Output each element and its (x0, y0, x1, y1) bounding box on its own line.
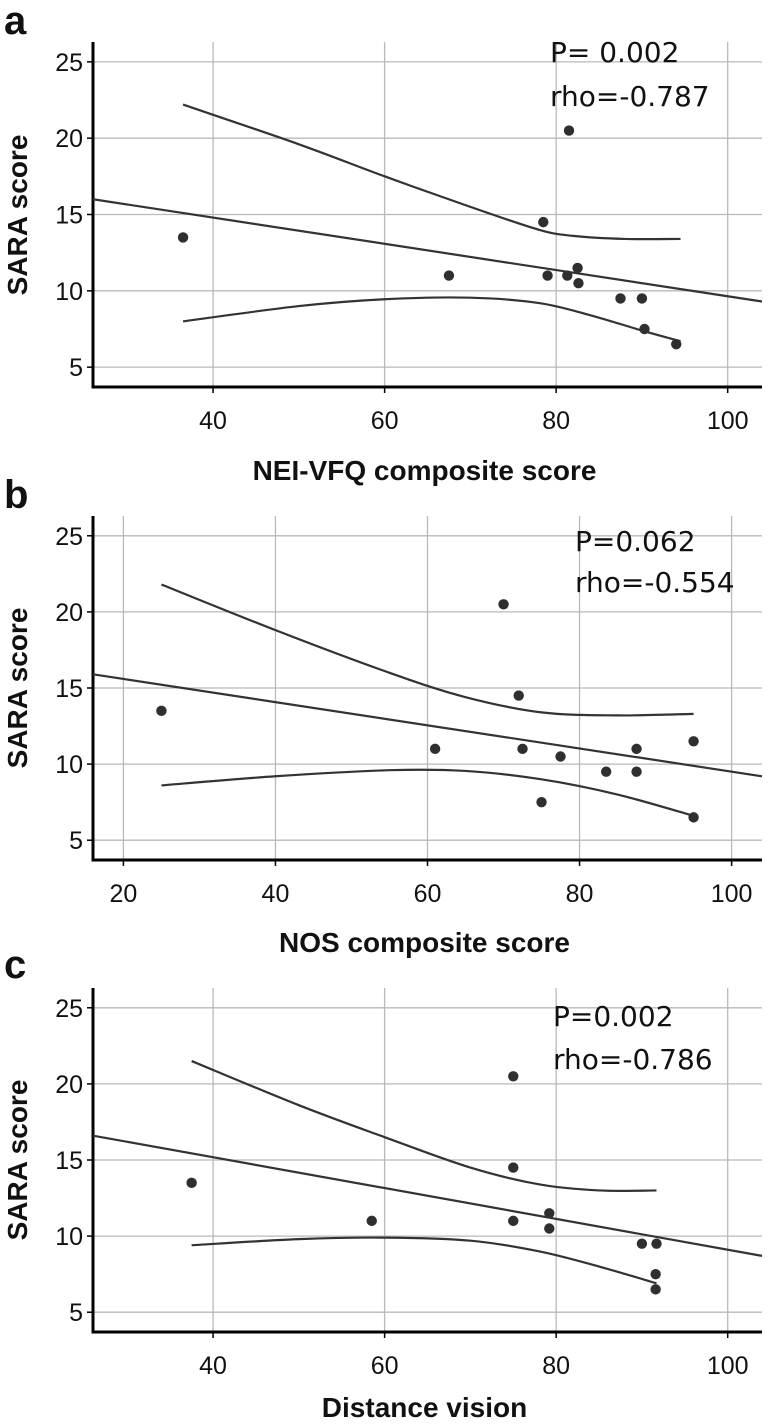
x-axis-label: NOS composite score (279, 927, 570, 958)
y-tick-label: 10 (55, 1223, 83, 1251)
x-tick-label: 100 (711, 880, 753, 908)
x-tick-label: 60 (371, 1352, 399, 1380)
rho-annotation: rho=-0.787 (550, 80, 710, 113)
data-point (636, 293, 648, 304)
panel-b: 5 10 15 20 25 20 40 60 80 100 b SARA score NOS compo… (2, 473, 763, 958)
x-tick-label: 80 (542, 407, 570, 435)
data-point (600, 766, 612, 777)
data-point (443, 270, 455, 281)
y-tick-label: 25 (55, 523, 83, 551)
panel-letter: c (4, 943, 26, 987)
p-value-annotation: P=0.062 (575, 525, 696, 558)
y-tick-label: 25 (55, 49, 83, 77)
y-axis-label: SARA score (2, 1080, 33, 1241)
data-point (538, 216, 549, 228)
data-point (536, 796, 547, 808)
ci-lower-line (161, 768, 694, 817)
x-axis-label: Distance vision (322, 1392, 527, 1423)
data-point (186, 1177, 197, 1189)
data-point (517, 743, 528, 755)
data-point (573, 277, 584, 289)
data-point (671, 339, 682, 350)
data-point (650, 1268, 661, 1280)
x-tick-label: 20 (110, 880, 138, 908)
ci-lower-line (182, 296, 681, 343)
y-tick-label: 20 (55, 125, 83, 153)
x-tick-label: 40 (199, 1352, 227, 1380)
data-point (366, 1215, 377, 1227)
ci-upper-line (182, 103, 681, 241)
data-point (542, 270, 553, 281)
panel-a: 5 10 15 20 25 40 60 80 100 a SARA score NEI-VFQ com… (2, 0, 763, 486)
y-tick-label: 10 (55, 278, 83, 306)
x-tick-label: 80 (566, 880, 594, 908)
y-tick-label: 20 (55, 1071, 83, 1099)
data-point (498, 599, 509, 610)
y-axis-label: SARA score (2, 135, 33, 296)
y-tick-label: 5 (69, 1299, 83, 1327)
data-point (513, 690, 524, 701)
data-point (508, 1071, 519, 1082)
x-tick-label: 80 (542, 1352, 570, 1380)
x-tick-label: 40 (262, 880, 290, 908)
data-point (650, 1284, 661, 1295)
x-tick-label: 100 (707, 407, 749, 435)
y-tick-label: 10 (55, 751, 83, 779)
data-point (688, 736, 699, 747)
x-tick-label: 100 (707, 1352, 749, 1380)
regression-line (92, 673, 763, 778)
data-point (562, 270, 573, 281)
data-point (508, 1215, 519, 1227)
y-tick-label: 20 (55, 599, 83, 627)
data-point (688, 812, 699, 823)
x-tick-label: 60 (371, 407, 399, 435)
data-point (544, 1223, 555, 1234)
p-value-annotation: P=0.002 (553, 1000, 674, 1033)
data-point (572, 262, 583, 274)
data-point (615, 293, 626, 304)
data-point (555, 751, 566, 762)
rho-annotation: rho=-0.554 (575, 566, 735, 599)
y-tick-label: 15 (55, 202, 83, 230)
data-point (636, 1238, 648, 1249)
data-point (156, 705, 167, 717)
ci-upper-line (191, 1060, 657, 1192)
y-tick-label: 15 (55, 1147, 83, 1175)
panel-letter: a (4, 0, 27, 43)
y-tick-label: 15 (55, 675, 83, 703)
data-point (429, 743, 441, 755)
y-tick-label: 5 (69, 354, 83, 382)
x-tick-label: 40 (199, 407, 227, 435)
data-point (631, 766, 642, 777)
data-point (631, 743, 642, 755)
y-tick-label: 5 (69, 827, 83, 855)
rho-annotation: rho=-0.786 (553, 1043, 713, 1076)
data-point (563, 125, 575, 136)
data-point (177, 232, 189, 243)
regression-line (92, 1134, 763, 1257)
x-axis-label: NEI-VFQ composite score (253, 455, 597, 486)
panel-letter: b (4, 473, 28, 517)
p-value-annotation: P= 0.002 (550, 36, 679, 69)
data-point (544, 1208, 555, 1219)
regression-line (92, 198, 763, 303)
y-axis-label: SARA score (2, 608, 33, 769)
ci-lower-line (191, 1236, 657, 1285)
y-tick-label: 25 (55, 995, 83, 1023)
ci-upper-line (161, 583, 694, 717)
data-point (651, 1238, 662, 1249)
data-point (639, 323, 650, 335)
data-point (508, 1162, 519, 1173)
x-tick-label: 60 (414, 880, 442, 908)
panel-c: 5 10 15 20 25 40 60 80 100 c SARA score Distance vi… (2, 943, 763, 1423)
